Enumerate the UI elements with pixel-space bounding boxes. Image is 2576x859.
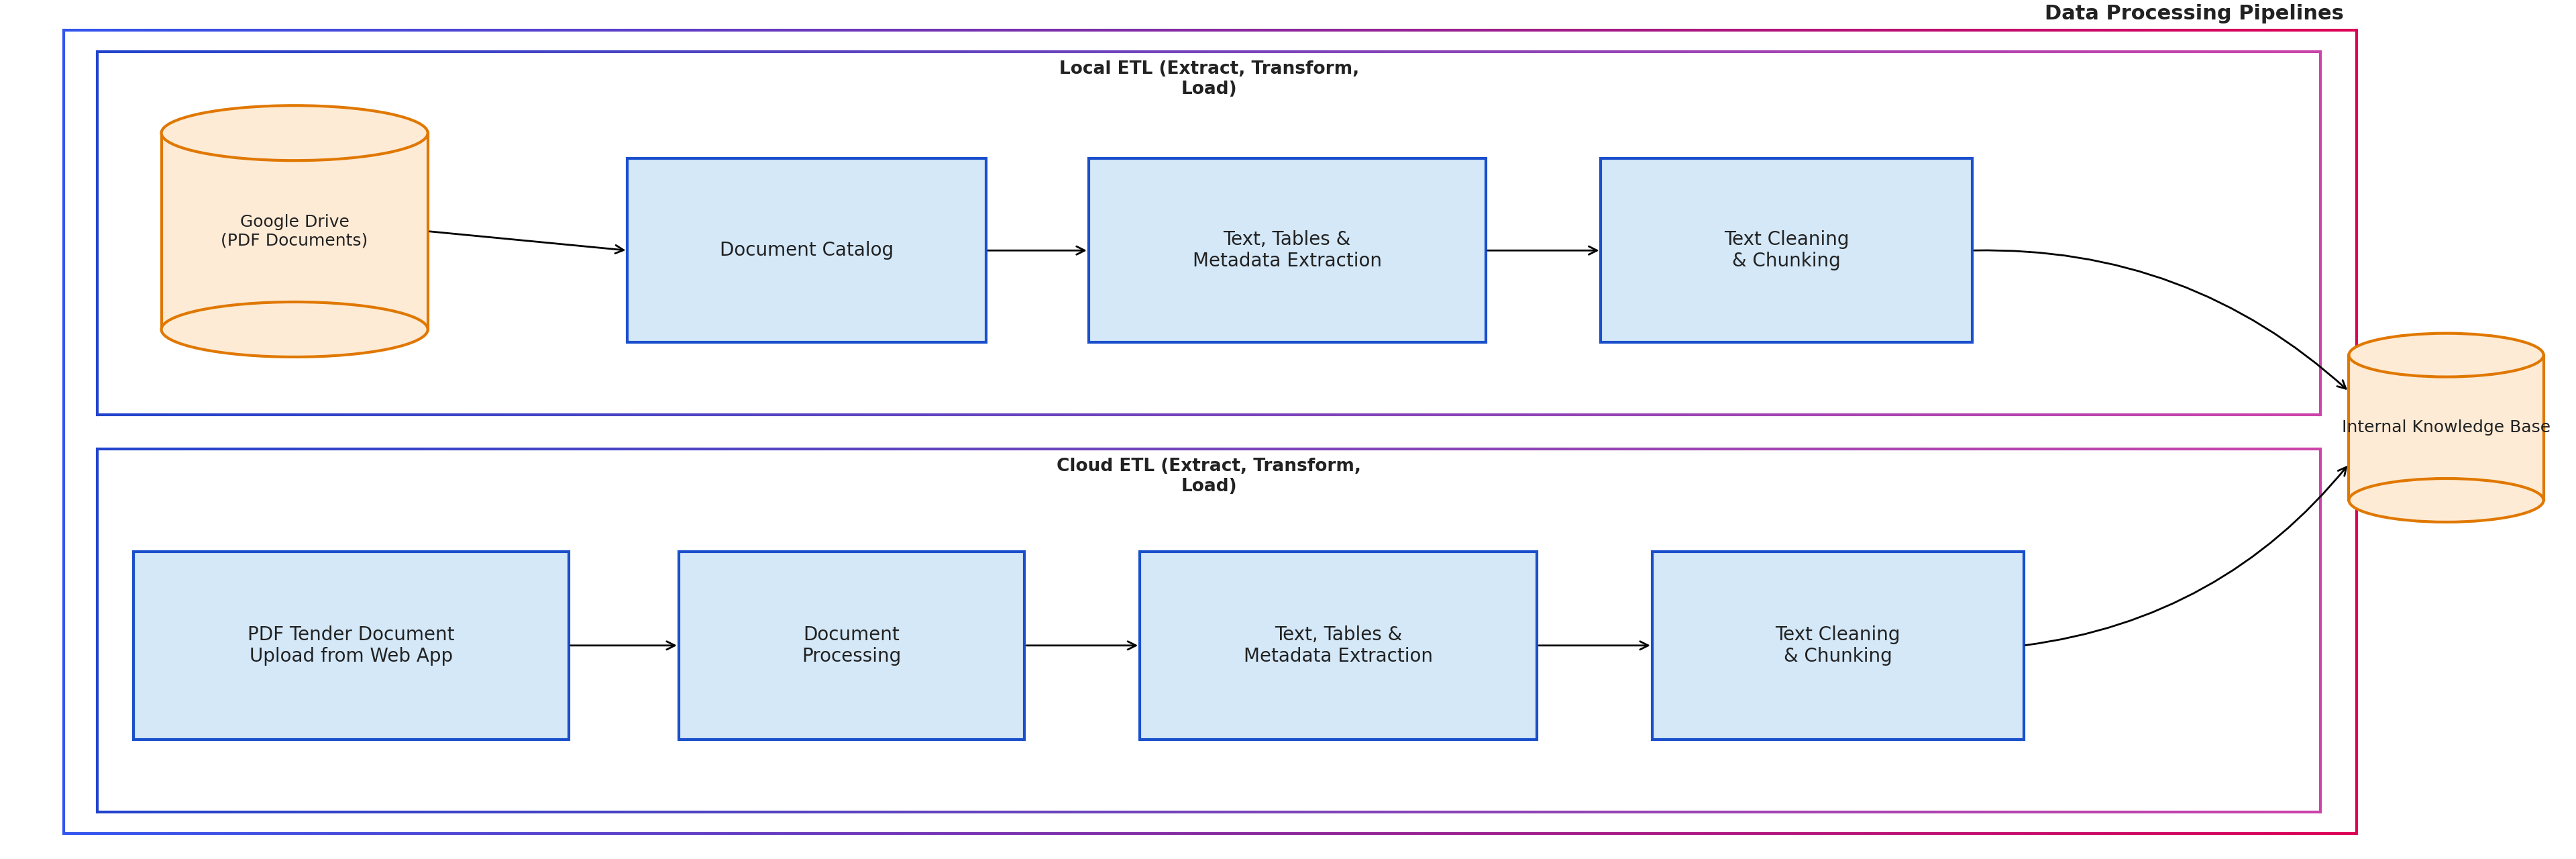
FancyBboxPatch shape: [162, 133, 428, 330]
FancyBboxPatch shape: [1651, 551, 2025, 740]
Text: Cloud ETL (Extract, Transform,
Load): Cloud ETL (Extract, Transform, Load): [1056, 458, 1360, 495]
Text: Text Cleaning
& Chunking: Text Cleaning & Chunking: [1775, 625, 1901, 666]
Ellipse shape: [162, 302, 428, 357]
Text: Document
Processing: Document Processing: [801, 625, 902, 666]
Text: Google Drive
(PDF Documents): Google Drive (PDF Documents): [222, 214, 368, 248]
Text: Text Cleaning
& Chunking: Text Cleaning & Chunking: [1723, 230, 1850, 271]
Text: Internal Knowledge Base: Internal Knowledge Base: [2342, 420, 2550, 436]
FancyBboxPatch shape: [134, 551, 569, 740]
FancyBboxPatch shape: [2349, 355, 2543, 500]
Ellipse shape: [2349, 333, 2543, 377]
FancyBboxPatch shape: [680, 551, 1025, 740]
FancyBboxPatch shape: [629, 159, 987, 342]
FancyBboxPatch shape: [1090, 159, 1486, 342]
Text: PDF Tender Document
Upload from Web App: PDF Tender Document Upload from Web App: [247, 625, 453, 666]
Text: Text, Tables &
Metadata Extraction: Text, Tables & Metadata Extraction: [1193, 230, 1381, 271]
Text: Data Processing Pipelines: Data Processing Pipelines: [2045, 4, 2344, 24]
Text: Local ETL (Extract, Transform,
Load): Local ETL (Extract, Transform, Load): [1059, 60, 1360, 98]
Text: Text, Tables &
Metadata Extraction: Text, Tables & Metadata Extraction: [1244, 625, 1432, 666]
Ellipse shape: [2349, 478, 2543, 522]
FancyBboxPatch shape: [1600, 159, 1973, 342]
FancyBboxPatch shape: [1139, 551, 1538, 740]
Text: Document Catalog: Document Catalog: [719, 241, 894, 260]
Ellipse shape: [162, 106, 428, 161]
